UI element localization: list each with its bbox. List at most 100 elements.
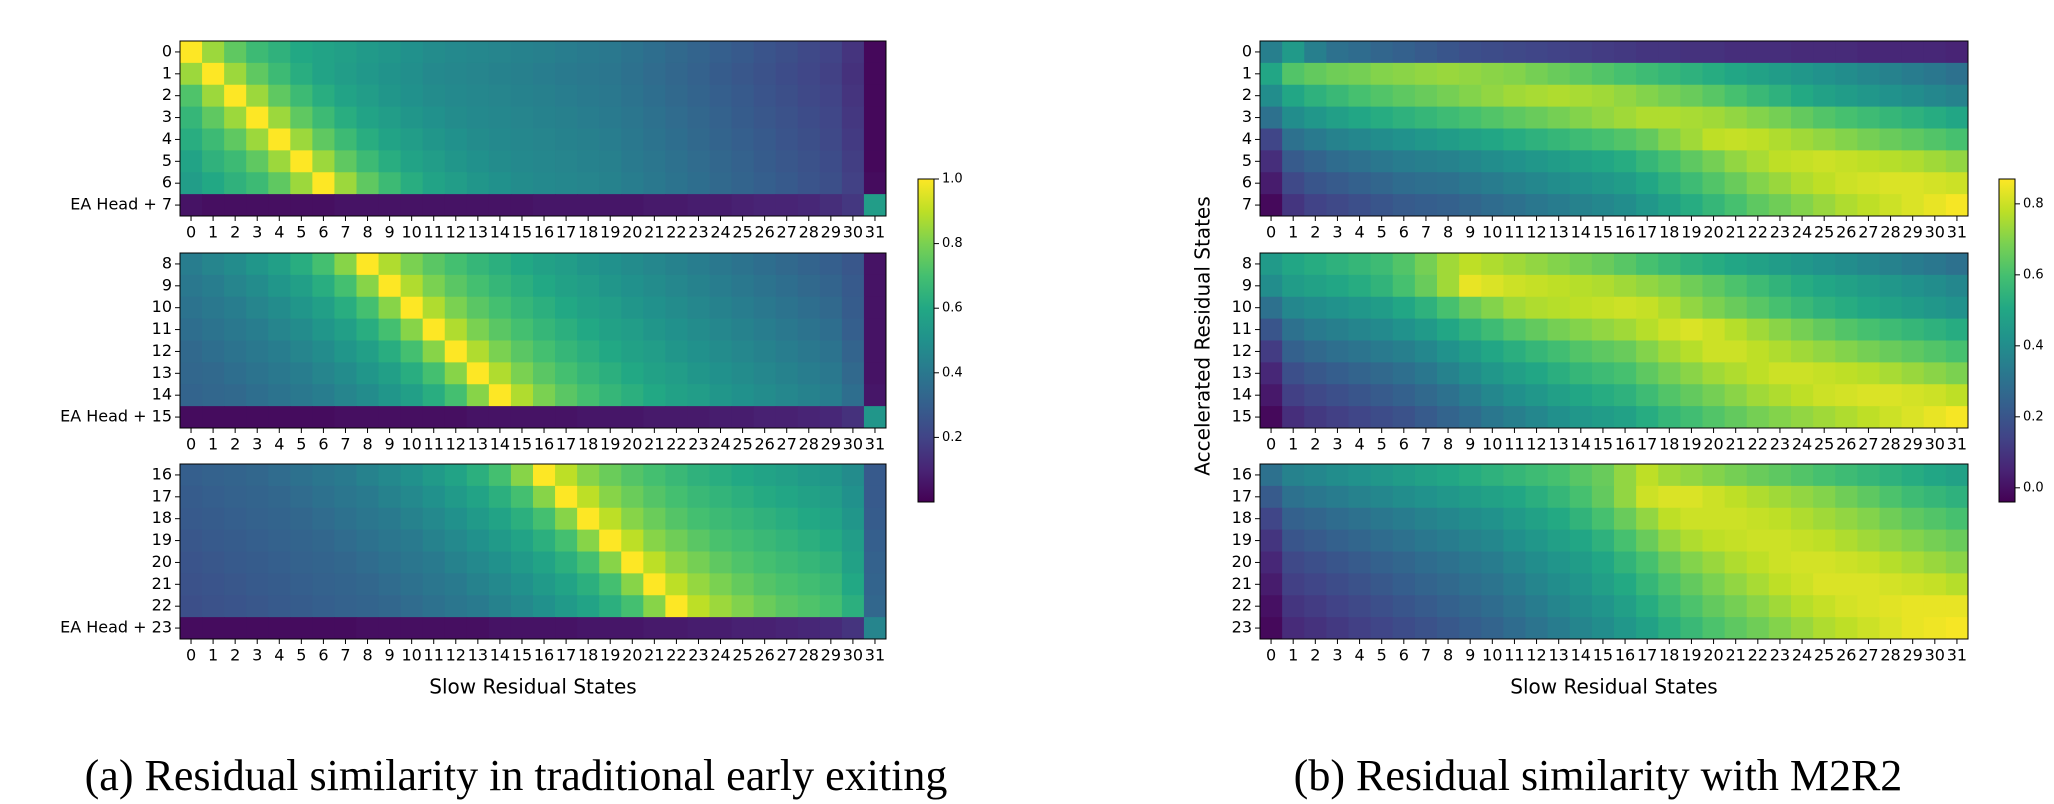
heatmap-cell — [599, 84, 622, 108]
heatmap-cell — [1414, 172, 1438, 195]
heatmap-cell — [1525, 464, 1549, 487]
heatmap-cell — [1392, 62, 1416, 86]
x-tick-label: 11 — [1504, 435, 1524, 454]
heatmap-cell — [268, 551, 291, 574]
heatmap-cell — [1658, 340, 1681, 363]
heatmap-cell — [1857, 507, 1880, 531]
x-tick-label: 13 — [1549, 223, 1569, 242]
heatmap-cell — [1724, 617, 1748, 640]
heatmap-cell — [1680, 617, 1703, 640]
heatmap-cell — [466, 340, 490, 363]
x-tick-label: 18 — [578, 646, 598, 665]
heatmap-cell — [1835, 485, 1858, 509]
heatmap-cell — [621, 84, 644, 108]
heatmap-cell — [1591, 128, 1615, 151]
heatmap-cell — [819, 529, 843, 552]
heatmap-cell — [1437, 362, 1460, 385]
heatmap-cell — [400, 406, 424, 429]
x-tick-label: 7 — [1421, 435, 1431, 454]
heatmap-cell — [1459, 595, 1482, 618]
heatmap-cell — [1658, 551, 1681, 574]
heatmap-cell — [1260, 362, 1283, 385]
heatmap-cell — [422, 485, 446, 509]
heatmap-cell — [1591, 464, 1615, 487]
heatmap-cell — [1724, 150, 1748, 173]
heatmap-cell — [400, 84, 424, 108]
heatmap-cell — [819, 573, 843, 596]
heatmap-cell — [1326, 62, 1349, 86]
heatmap-cell — [466, 150, 490, 173]
heatmap-cell — [268, 406, 291, 429]
heatmap-cell — [1348, 384, 1372, 407]
heatmap-cell — [1724, 128, 1748, 151]
heatmap-cell — [422, 573, 446, 596]
heatmap-cell — [753, 485, 777, 509]
heatmap-cell — [863, 150, 887, 173]
heatmap-cell — [466, 507, 490, 531]
heatmap-cell — [1879, 595, 1903, 618]
heatmap-cell — [1658, 617, 1681, 640]
heatmap-cell — [1282, 529, 1305, 552]
heatmap-cell — [488, 194, 512, 217]
heatmap-cell — [1503, 150, 1526, 173]
heatmap-cell — [1813, 128, 1836, 151]
heatmap-cell — [1835, 529, 1858, 552]
heatmap-cell — [510, 172, 534, 195]
heatmap-cell — [1746, 274, 1770, 298]
heatmap-cell — [1791, 194, 1814, 217]
heatmap-cell — [1525, 106, 1549, 129]
heatmap-cell — [224, 406, 247, 429]
heatmap-cell — [665, 464, 688, 487]
heatmap-cell — [753, 150, 777, 173]
heatmap-cell — [1791, 573, 1814, 596]
row-label: 22 — [152, 596, 172, 615]
heatmap-cell — [268, 253, 291, 276]
heatmap-cell — [378, 106, 402, 129]
heatmap-cell — [202, 384, 225, 407]
heatmap-cell — [1569, 41, 1593, 64]
x-tick-label: 23 — [688, 435, 708, 454]
x-tick-label: 30 — [843, 223, 863, 242]
heatmap-cell — [1879, 617, 1903, 640]
heatmap-cell — [1636, 507, 1659, 531]
heatmap-cell — [1260, 194, 1283, 217]
heatmap-cell — [444, 485, 468, 509]
row-label: 18 — [1232, 508, 1252, 527]
heatmap-cell — [488, 172, 512, 195]
heatmap-cell — [1746, 62, 1770, 86]
heatmap-cell — [1746, 595, 1770, 618]
heatmap-cell — [709, 507, 733, 531]
heatmap-cell — [1901, 172, 1925, 195]
heatmap-cell — [555, 274, 578, 298]
heatmap-cell — [1547, 507, 1571, 531]
heatmap-cell — [1791, 529, 1814, 552]
x-tick-label: 3 — [252, 223, 262, 242]
x-tick-label: 5 — [1377, 435, 1387, 454]
heatmap-cell — [1525, 128, 1549, 151]
heatmap-cell — [1503, 529, 1526, 552]
heatmap-cell — [1746, 41, 1770, 64]
heatmap-cell — [1614, 253, 1637, 276]
heatmap-cell — [334, 617, 357, 640]
heatmap-cell — [246, 318, 269, 341]
heatmap-cell — [599, 128, 622, 151]
heatmap-cell — [202, 551, 225, 574]
heatmap-cell — [1945, 318, 1969, 341]
heatmap-cell — [1658, 41, 1681, 64]
heatmap-cell — [1304, 340, 1327, 363]
heatmap-cell — [1481, 318, 1504, 341]
x-tick-label: 13 — [468, 223, 488, 242]
heatmap-cell — [1525, 296, 1549, 320]
heatmap-cell — [1326, 362, 1349, 385]
heatmap-cell — [202, 41, 225, 64]
heatmap-cell — [621, 172, 644, 195]
heatmap-cell — [1547, 41, 1571, 64]
heatmap-cell — [1746, 362, 1770, 385]
heatmap-cell — [202, 62, 225, 86]
heatmap-cell — [841, 485, 865, 509]
heatmap-cell — [1791, 172, 1814, 195]
heatmap-cell — [599, 62, 622, 86]
heatmap-cell — [1591, 595, 1615, 618]
heatmap-cell — [1680, 172, 1703, 195]
heatmap-cell — [246, 595, 269, 618]
